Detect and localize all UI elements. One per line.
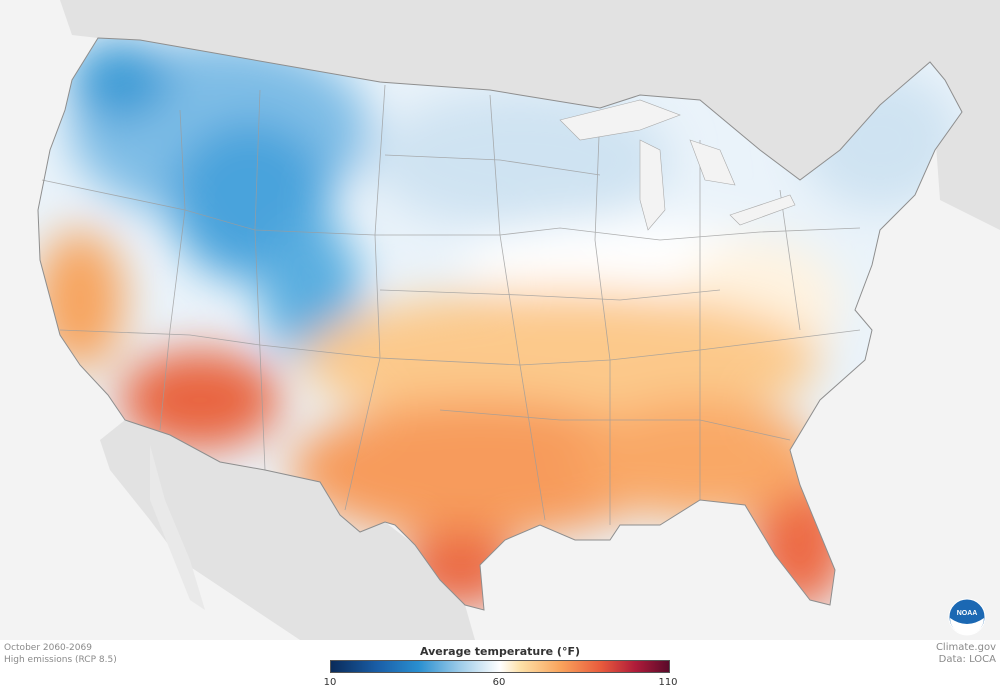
- mexico-land: [100, 420, 475, 640]
- legend-tick-mid: 60: [492, 677, 506, 688]
- temperature-field: [38, 38, 962, 610]
- lake-erie: [729, 194, 796, 226]
- lake-superior: [559, 99, 681, 141]
- canada-land: [60, 0, 1000, 230]
- baja-land: [150, 445, 205, 610]
- map-info: October 2060-2069 High emissions (RCP 8.…: [4, 642, 117, 666]
- legend-tick-min: 10: [323, 677, 337, 688]
- temperature-map: [37, 0, 1000, 640]
- period-label: October 2060-2069: [4, 643, 92, 653]
- legend-tick-max: 110: [658, 677, 678, 688]
- data-credit: Data: LOCA: [938, 654, 996, 665]
- site-credit: Climate.gov: [935, 642, 996, 653]
- scenario-label: High emissions (RCP 8.5): [4, 655, 117, 665]
- credits: Climate.gov Data: LOCA: [936, 642, 996, 666]
- noaa-logo: NOAA: [948, 598, 986, 636]
- lake-huron: [689, 139, 736, 186]
- svg-text:NOAA: NOAA: [957, 610, 978, 617]
- lake-michigan: [639, 139, 666, 231]
- state-borders: [41, 84, 861, 525]
- us-outline: [37, 37, 963, 611]
- legend-color-bar: [330, 660, 670, 673]
- legend-title: Average temperature (°F): [420, 645, 580, 658]
